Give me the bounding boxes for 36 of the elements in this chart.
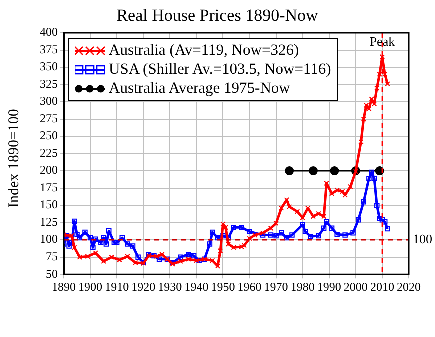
y-tick-label: 275 [40,111,58,126]
x-tick-label: 1970 [264,280,288,294]
legend-label: Australia (Av=119, Now=326) [109,41,300,60]
y-tick-label: 250 [40,128,58,143]
y-tick-label: 125 [40,214,58,229]
y-tick-label: 225 [40,146,58,160]
y-tick-label: 200 [40,163,58,178]
x-tick-label: 1940 [184,280,209,294]
x-tick-label: 1960 [238,280,262,294]
ref-line-label: 100 [413,232,432,247]
y-tick-label: 150 [40,198,58,212]
x-tick-label: 2010 [370,280,394,294]
y-tick-label: 75 [46,250,58,264]
ref-line-label: Peak [370,34,396,49]
x-tick-label: 1920 [132,280,156,294]
x-tick-label: 1990 [317,280,342,294]
x-tick-label: 1890 [52,280,76,294]
y-tick-label: 400 [40,25,58,40]
x-tick-label: 2000 [344,280,368,294]
legend-label: Australia Average 1975-Now [109,79,290,98]
x-tick-label: 2020 [397,280,421,294]
chart-title: Real House Prices 1890-Now [116,6,320,26]
x-tick-label: 1930 [158,280,182,294]
y-tick-label: 350 [40,60,58,74]
y-tick-label: 50 [46,266,58,281]
y-tick-label: 100 [40,232,58,246]
x-tick-label: 1900 [78,280,103,294]
x-tick-label: 1980 [290,280,315,294]
y-tick-label: 375 [40,42,58,56]
y-tick-label: 325 [40,76,58,91]
legend-label: USA (Shiller Av.=103.5, Now=116) [109,60,332,79]
y-tick-label: 300 [40,94,58,108]
x-tick-label: 1910 [105,280,130,294]
x-tick-label: 1950 [211,280,236,294]
y-tick-label: 175 [40,180,58,194]
y-axis-title: Index 1890=100 [6,108,24,210]
